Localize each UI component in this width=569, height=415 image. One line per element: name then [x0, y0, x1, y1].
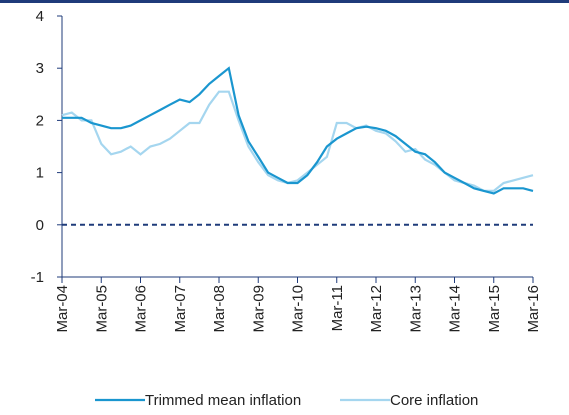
- legend-label: Core inflation: [390, 392, 478, 409]
- y-tick-label: 2: [36, 112, 44, 129]
- x-tick-label: Mar-09: [250, 285, 267, 333]
- x-tick-label: Mar-11: [329, 285, 346, 331]
- x-tick-label: Mar-15: [486, 285, 503, 333]
- series-line: [61, 90, 534, 192]
- x-tick-label: Mar-07: [172, 285, 189, 333]
- y-tick-label: 4: [36, 8, 44, 25]
- series-line: [62, 66, 534, 195]
- y-tick-label: 0: [36, 217, 44, 234]
- x-tick-label: Mar-05: [93, 285, 110, 333]
- x-tick-label: Mar-06: [133, 285, 150, 333]
- x-tick-label: Mar-10: [290, 285, 307, 333]
- x-tick-label: Mar-14: [447, 285, 464, 333]
- y-tick-label: -1: [31, 269, 44, 286]
- header-bar: [0, 0, 569, 3]
- y-tick-label: 3: [36, 60, 44, 77]
- x-tick-label: Mar-04: [54, 285, 71, 333]
- y-tick-label: 1: [36, 165, 44, 182]
- x-tick-label: Mar-13: [407, 285, 424, 333]
- legend-label: Trimmed mean inflation: [145, 392, 301, 409]
- x-tick-label: Mar-16: [525, 285, 542, 333]
- x-tick-label: Mar-08: [211, 285, 228, 333]
- x-tick-label: Mar-12: [368, 285, 385, 333]
